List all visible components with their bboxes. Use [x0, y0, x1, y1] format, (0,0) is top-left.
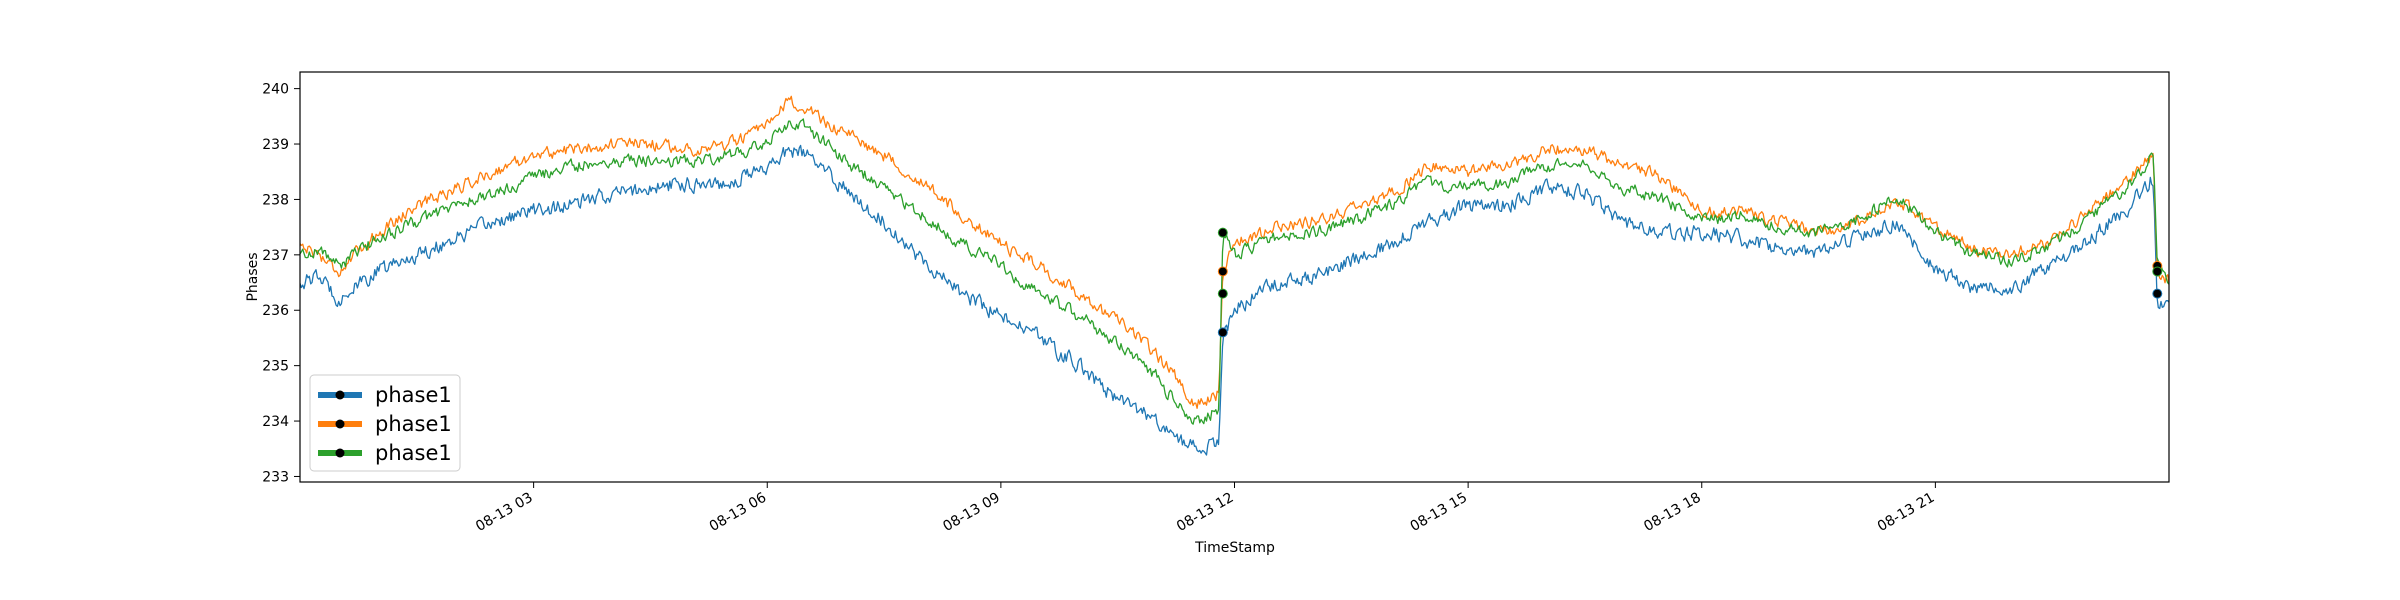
legend-label-2: phase1 — [375, 412, 452, 436]
y-tick-label: 240 — [262, 82, 289, 98]
series-3-marker — [1217, 288, 1228, 299]
legend-label-3: phase1 — [375, 441, 452, 465]
series-2-marker — [1217, 266, 1228, 277]
y-axis: 233 234 235 236 237 238 239 240 — [262, 82, 300, 485]
legend-marker-1 — [335, 390, 345, 400]
y-tick-label: 237 — [262, 248, 289, 264]
legend-marker-3 — [335, 448, 345, 458]
series-line-1 — [300, 144, 2169, 456]
series-1-marker — [1217, 327, 1228, 338]
legend-label-1: phase1 — [375, 383, 452, 407]
y-tick-label: 236 — [262, 303, 289, 319]
series-line-3 — [300, 118, 2169, 425]
legend: phase1 phase1 phase1 — [309, 374, 461, 472]
series-1-marker — [2152, 288, 2163, 299]
y-tick-label: 239 — [262, 137, 289, 153]
x-axis-title: TimeStamp — [1194, 540, 1275, 556]
series-3-marker — [1217, 227, 1228, 238]
y-tick-label: 235 — [262, 359, 289, 375]
series-line-2 — [300, 95, 2169, 409]
y-tick-label: 238 — [262, 192, 289, 208]
legend-marker-2 — [335, 419, 345, 429]
y-axis-title: Phases — [245, 252, 261, 301]
series-lines — [300, 95, 2169, 456]
legend-frame — [309, 374, 461, 472]
series-markers — [1217, 227, 2163, 338]
series-3-marker — [2152, 266, 2163, 277]
y-tick-label: 234 — [262, 414, 289, 430]
y-tick-label: 233 — [262, 469, 289, 485]
